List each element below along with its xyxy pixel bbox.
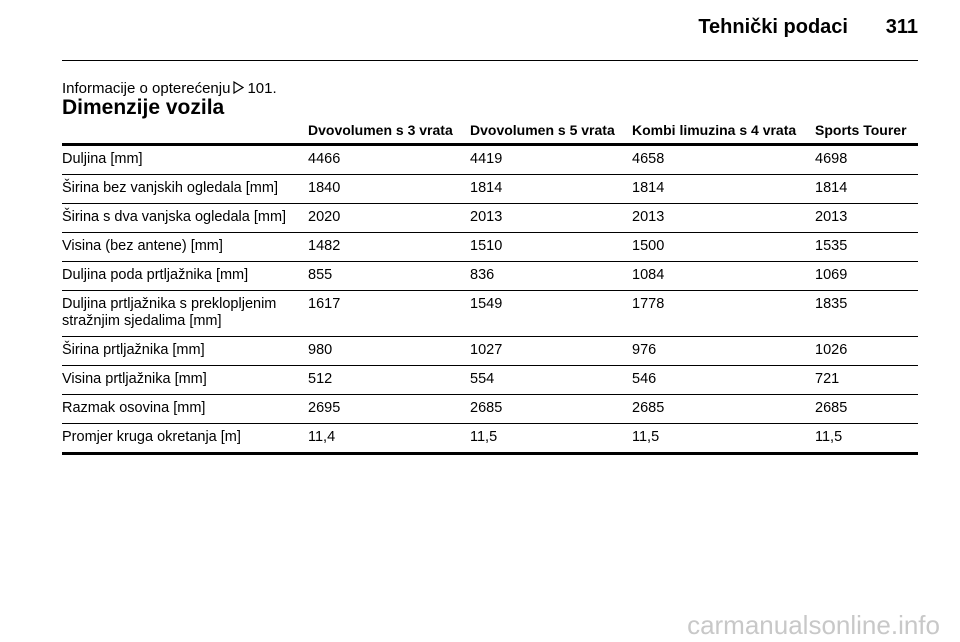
reference: Informacije o opterećenju 101. (62, 80, 277, 97)
cell-value: 554 (470, 365, 632, 395)
header-title: Tehnički podaci (698, 16, 848, 38)
cell-value: 836 (470, 261, 632, 291)
table-row: Duljina poda prtljažnika [mm] 855 836 1084 1… (62, 261, 918, 291)
cell-value: 1778 (632, 290, 815, 337)
cell-value: 2013 (632, 203, 815, 233)
cell-value: 2685 (470, 394, 632, 424)
column-header: Dvovolumen s 5 vrata (470, 120, 632, 146)
cell-value: 512 (308, 365, 470, 395)
cell-value: 1814 (815, 174, 918, 204)
cell-value: 1814 (632, 174, 815, 204)
table-row: Širina s dva vanjska ogledala [mm] 2020 20… (62, 203, 918, 233)
cell-value: 546 (632, 365, 815, 395)
cell-value: 721 (815, 365, 918, 395)
cell-value: 1510 (470, 232, 632, 262)
cell-value: 4466 (308, 144, 470, 175)
row-label: Širina s dva vanjska ogledala [mm] (62, 203, 308, 233)
table-row: Visina (bez antene) [mm] 1482 1510 1500 1535 (62, 232, 918, 262)
cell-value: 4419 (470, 144, 632, 175)
column-header (62, 120, 308, 146)
table-row: Širina bez vanjskih ogledala [mm] 1840 181… (62, 174, 918, 204)
cell-value: 1549 (470, 290, 632, 337)
cell-value: 1535 (815, 232, 918, 262)
row-label: Razmak osovina [mm] (62, 394, 308, 424)
cell-value: 4698 (815, 144, 918, 175)
row-label: Širina bez vanjskih ogledala [mm] (62, 174, 308, 204)
cell-value: 11,5 (815, 423, 918, 455)
row-label: Duljina prtljažnika s preklopljenim stra… (62, 290, 308, 337)
reference-page: 101. (247, 80, 277, 97)
cell-value: 1840 (308, 174, 470, 204)
cell-value: 1482 (308, 232, 470, 262)
row-label: Duljina [mm] (62, 144, 308, 175)
table-row: Širina prtljažnika [mm] 980 1027 976 1026 (62, 336, 918, 366)
watermark: carmanualsonline.info (687, 610, 940, 640)
cell-value: 11,5 (470, 423, 632, 455)
cell-value: 976 (632, 336, 815, 366)
cell-value: 1026 (815, 336, 918, 366)
row-label: Visina prtljažnika [mm] (62, 365, 308, 395)
row-label: Širina prtljažnika [mm] (62, 336, 308, 366)
cell-value: 2020 (308, 203, 470, 233)
cell-value: 1835 (815, 290, 918, 337)
dimensions-table: Dvovolumen s 3 vrata Dvovolumen s 5 vrata… (62, 120, 918, 455)
cell-value: 11,4 (308, 423, 470, 455)
cell-value: 1027 (470, 336, 632, 366)
table-row: Duljina prtljažnika s preklopljenim stra… (62, 290, 918, 337)
arrow-icon (233, 80, 245, 95)
cell-value: 1500 (632, 232, 815, 262)
header-rule (62, 60, 918, 61)
cell-value: 2685 (632, 394, 815, 424)
cell-value: 1814 (470, 174, 632, 204)
cell-value: 2013 (815, 203, 918, 233)
cell-value: 2685 (815, 394, 918, 424)
page-number: 311 (885, 16, 918, 38)
cell-value: 4658 (632, 144, 815, 175)
cell-value: 980 (308, 336, 470, 366)
table-row: Duljina [mm] 4466 4419 4658 4698 (62, 144, 918, 175)
cell-value: 1084 (632, 261, 815, 291)
cell-value: 2013 (470, 203, 632, 233)
table-row: Promjer kruga okretanja [m] 11,4 11,5 11,5 1… (62, 423, 918, 455)
row-label: Visina (bez antene) [mm] (62, 232, 308, 262)
cell-value: 1069 (815, 261, 918, 291)
column-header: Sports Tourer (815, 120, 918, 146)
table-row: Razmak osovina [mm] 2695 2685 2685 2685 (62, 394, 918, 424)
cell-value: 1617 (308, 290, 470, 337)
header-row: Dvovolumen s 3 vrata Dvovolumen s 5 vrata… (62, 120, 918, 146)
row-label: Duljina poda prtljažnika [mm] (62, 261, 308, 291)
cell-value: 11,5 (632, 423, 815, 455)
reference-text: Informacije o opterećenju (62, 80, 231, 97)
cell-value: 855 (308, 261, 470, 291)
column-header: Dvovolumen s 3 vrata (308, 120, 470, 146)
row-label: Promjer kruga okretanja [m] (62, 423, 308, 455)
section-title: Dimenzije vozila (62, 96, 225, 119)
table-row: Visina prtljažnika [mm] 512 554 546 721 (62, 365, 918, 395)
cell-value: 2695 (308, 394, 470, 424)
column-header: Kombi limuzina s 4 vrata (632, 120, 815, 146)
